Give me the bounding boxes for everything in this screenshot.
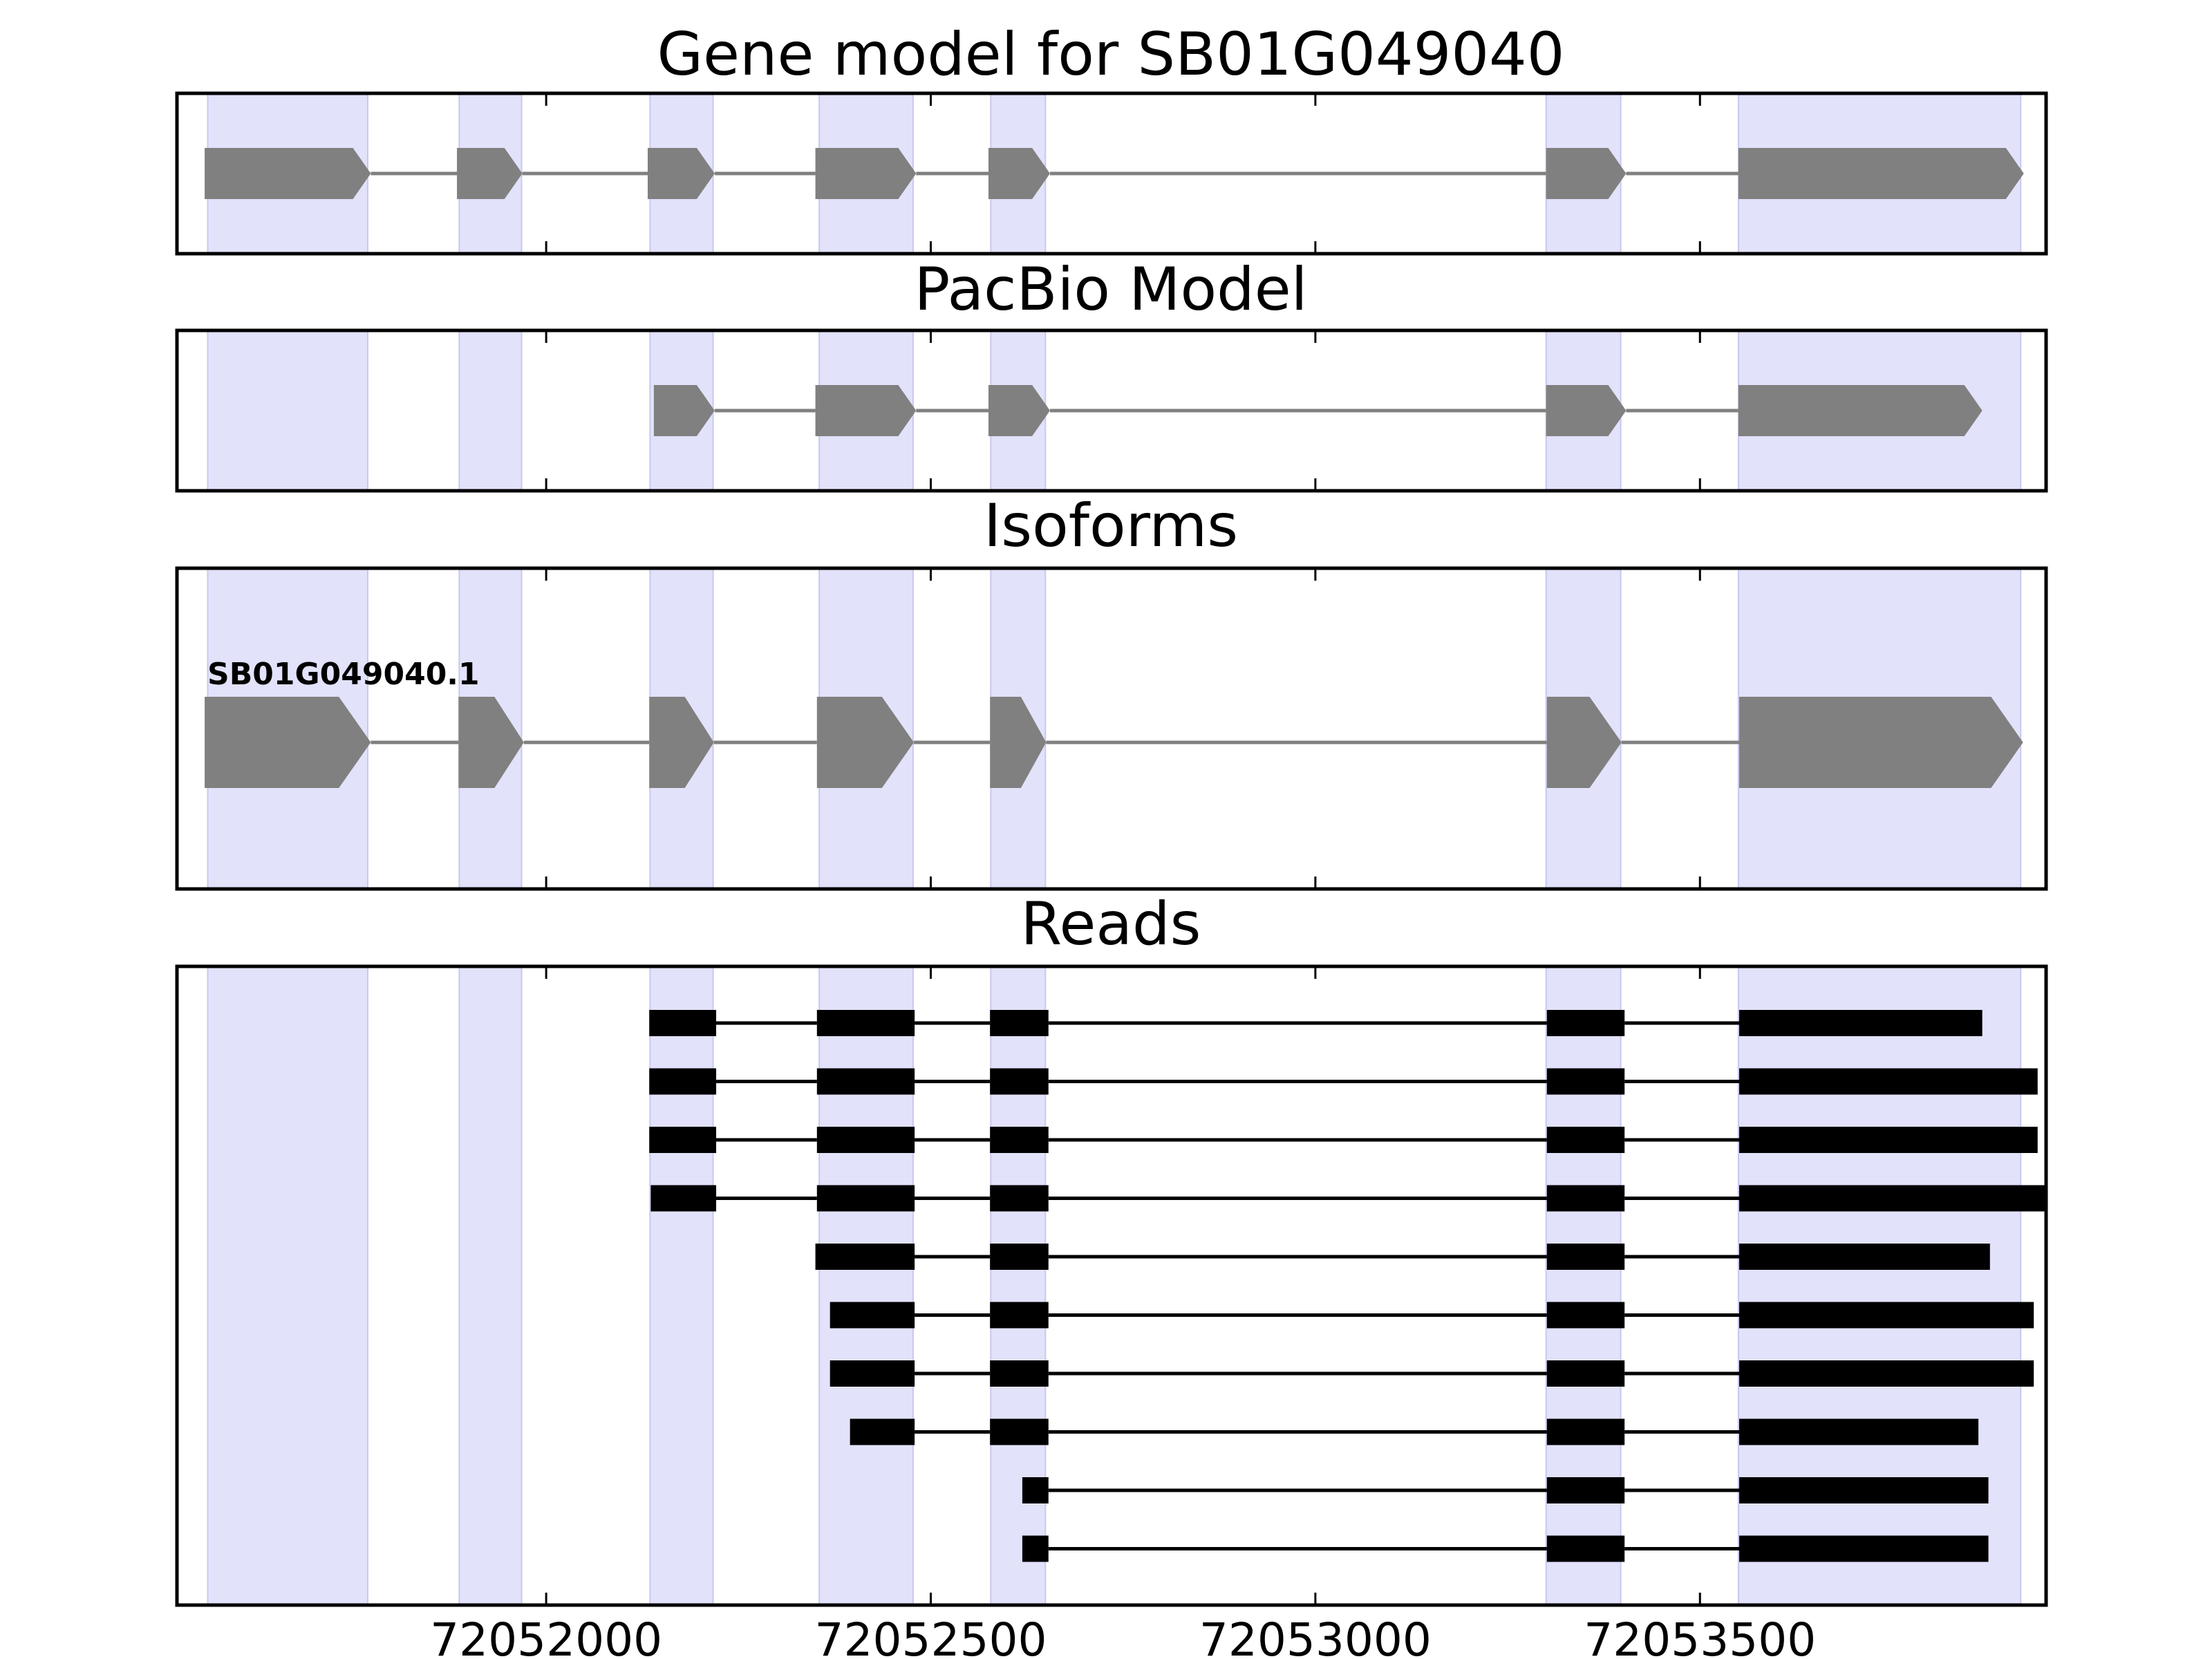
highlight-region [649,966,714,1606]
exon-arrow [988,385,1050,436]
x-tick-label: 72052000 [430,1613,662,1659]
exon-arrow [990,697,1047,788]
read-block [1739,1418,1979,1445]
read-block [850,1418,915,1445]
exon-arrow [1546,385,1627,436]
read-block [1546,1127,1625,1153]
read-block [990,1418,1049,1445]
exon-arrow [1546,148,1627,199]
read-block [1546,1185,1625,1212]
read-block [1739,1010,1983,1036]
read-block [1546,1244,1625,1270]
read-block [1546,1010,1625,1036]
panel-frame [175,328,2048,493]
read-block [990,1010,1049,1036]
read-block [1739,1302,2034,1329]
read-block [1739,1127,2038,1153]
exon-arrow [1546,697,1622,788]
panel-gene-model: Gene model for SB01G049040 [175,20,2048,256]
exon-arrow [988,148,1050,199]
read-block [1546,1418,1625,1445]
exon-arrow [1739,697,2023,788]
panel-reads: Reads [175,890,2048,1607]
panel-title-pacbio-model: PacBio Model [914,255,1307,324]
exon-arrow [653,385,715,436]
highlight-region [1737,966,2022,1606]
panel-frame [175,566,2048,891]
read-block [1022,1535,1049,1562]
panel-frame [175,964,2048,1607]
highlight-region [458,966,523,1606]
highlight-region [1545,966,1622,1606]
highlight-region [818,966,914,1606]
read-block [815,1244,915,1270]
exon-arrow [205,697,371,788]
read-block [1739,1185,2046,1212]
read-block [830,1360,915,1387]
read-block [830,1302,915,1329]
read-block [990,1244,1049,1270]
panel-isoforms: Isoforms SB01G049040.1 [175,491,2048,891]
exon-arrow [458,697,524,788]
read-block [990,1127,1049,1153]
panel-title-isoforms: Isoforms [984,491,1238,561]
panel-plot-reads [175,964,2048,1607]
read-block [1739,1068,2038,1095]
read-block [1546,1360,1625,1387]
panel-title-reads: Reads [1021,890,1201,959]
read-block [649,1127,717,1153]
x-tick-label: 72052500 [815,1613,1047,1659]
read-block [1739,1244,1990,1270]
x-axis-tick-labels: 72052000 72052500 72053000 72053500 [430,1613,1816,1659]
exon-arrow [816,697,915,788]
panel-plot-isoforms: SB01G049040.1 [175,566,2048,891]
read-block [1546,1068,1625,1095]
isoform-label: SB01G049040.1 [207,657,480,692]
panel-plot-gene-model [175,91,2048,256]
read-block [990,1185,1049,1212]
read-block [649,1010,717,1036]
x-tick-label: 72053500 [1584,1613,1816,1659]
read-block [650,1185,717,1212]
read-block [990,1302,1049,1329]
exon-arrow [1738,148,2024,199]
exon-arrow [1738,385,1983,436]
read-block [1022,1477,1049,1503]
panel-title-gene-model: Gene model for SB01G049040 [657,20,1565,89]
exon-arrow [815,148,917,199]
exon-arrow [457,148,523,199]
exon-arrow [648,148,715,199]
read-block [649,1068,717,1095]
read-block [816,1010,915,1036]
read-block [816,1068,915,1095]
panel-plot-pacbio-model [175,328,2048,493]
read-block [1739,1535,1989,1562]
read-block [990,1068,1049,1095]
exon-arrow [649,697,714,788]
read-block [1546,1302,1625,1329]
panel-pacbio-model: PacBio Model [175,255,2048,493]
read-block [816,1185,915,1212]
x-tick-label: 72053000 [1199,1613,1432,1659]
highlight-region [458,330,523,491]
highlight-region [207,330,368,491]
read-block [816,1127,915,1153]
read-block [1739,1360,2034,1387]
read-block [1546,1477,1625,1503]
panel-frame [175,91,2048,256]
exon-arrow [815,385,917,436]
read-block [1546,1535,1625,1562]
highlight-region [990,966,1047,1606]
read-block [990,1360,1049,1387]
highlight-region [207,966,368,1606]
exon-arrow [205,148,371,199]
read-block [1739,1477,1989,1503]
